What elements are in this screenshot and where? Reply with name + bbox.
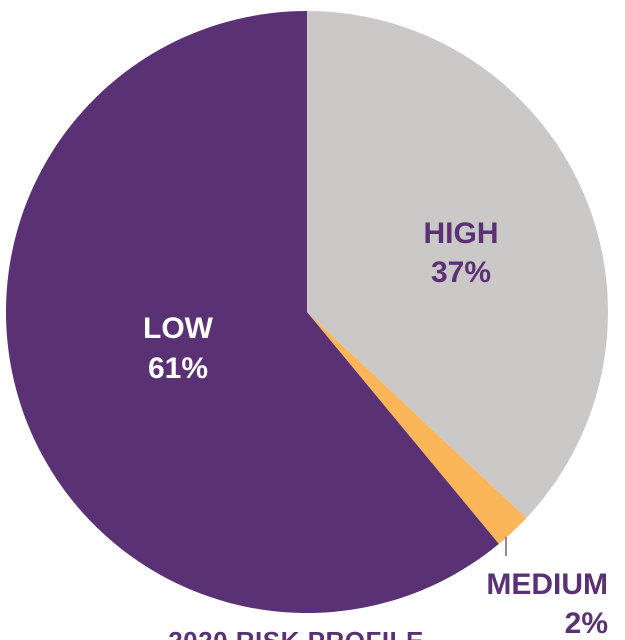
slice-label-high: HIGH [424,217,499,250]
chart-title: 2020 RISK PROFILE [168,626,424,640]
slice-value-high: 37% [431,256,491,289]
pie-slice-low [5,11,499,613]
slice-value-low: 61% [148,352,208,385]
slice-label-medium: MEDIUM [486,568,608,601]
pie-slices [5,11,609,613]
pie-slice-medium [307,312,527,544]
pie-slice-high [307,11,609,519]
slice-value-medium: 2% [565,607,608,640]
slice-label-low: LOW [143,312,214,345]
